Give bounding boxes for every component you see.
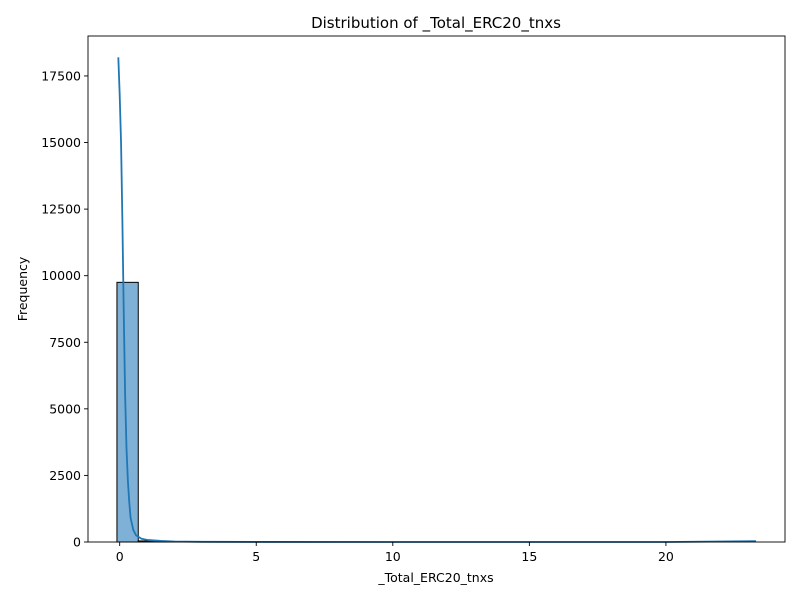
kde-line — [118, 57, 756, 542]
x-axis-ticks: 0 5 10 15 20 — [116, 542, 674, 564]
x-tick-label: 20 — [658, 549, 674, 564]
x-tick-label: 5 — [252, 549, 260, 564]
y-tick-label: 2500 — [49, 468, 81, 483]
x-tick-label: 10 — [385, 549, 401, 564]
y-tick-label: 10000 — [41, 268, 81, 283]
chart-title: Distribution of _Total_ERC20_tnxs — [311, 14, 561, 33]
plot-frame — [88, 36, 785, 542]
histogram-bars — [117, 282, 181, 542]
y-axis-ticks: 0 2500 5000 7500 10000 12500 15000 17500 — [41, 68, 88, 549]
y-tick-label: 12500 — [41, 202, 81, 217]
x-tick-label: 15 — [521, 549, 537, 564]
x-axis-label: _Total_ERC20_tnxs — [377, 570, 493, 585]
x-tick-label: 0 — [116, 549, 124, 564]
y-tick-label: 15000 — [41, 135, 81, 150]
y-tick-label: 5000 — [49, 401, 81, 416]
y-tick-label: 7500 — [49, 335, 81, 350]
y-tick-label: 0 — [73, 535, 81, 550]
histogram-bar — [117, 282, 138, 542]
y-axis-label: Frequency — [15, 256, 30, 321]
y-tick-label: 17500 — [41, 68, 81, 83]
